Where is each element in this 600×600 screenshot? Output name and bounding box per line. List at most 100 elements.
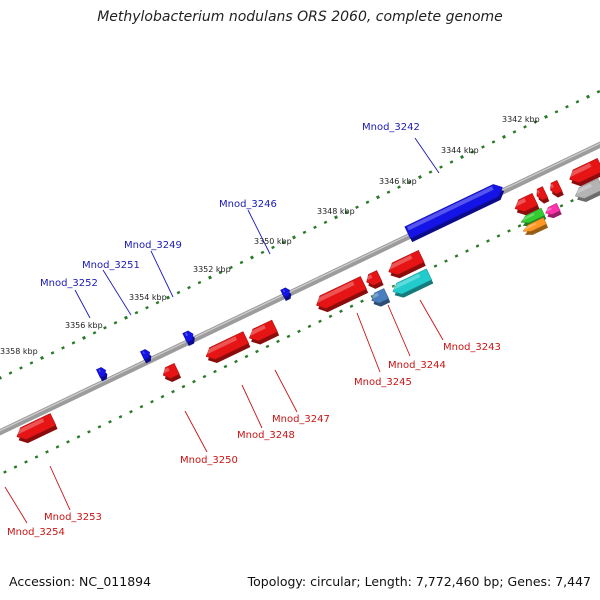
gene-green bbox=[520, 207, 547, 227]
scale-tick-label: 3354 kbp bbox=[129, 293, 167, 302]
upper-dot bbox=[218, 270, 223, 275]
gene-orange bbox=[522, 217, 549, 235]
lower-dot bbox=[570, 199, 574, 203]
lower-dot bbox=[181, 384, 186, 389]
gene-highlight bbox=[568, 163, 592, 177]
gene-highlight bbox=[521, 212, 535, 221]
upper-dot bbox=[449, 160, 454, 164]
gene-body bbox=[522, 217, 547, 232]
gene-highlight bbox=[407, 186, 494, 231]
forward-leader bbox=[150, 250, 174, 298]
gene-mnod-3248 bbox=[205, 331, 251, 363]
gene-body bbox=[388, 249, 425, 275]
reverse-leader bbox=[387, 304, 411, 357]
reverse-gene-label: Mnod_3244 bbox=[388, 360, 446, 371]
gene-red-3 bbox=[536, 186, 550, 204]
gene-highlight bbox=[546, 207, 552, 212]
upper-dot bbox=[397, 185, 401, 189]
upper-dot bbox=[355, 205, 359, 209]
lower-dot bbox=[286, 334, 291, 339]
gene-body bbox=[316, 276, 367, 309]
gene-mnod-3247 bbox=[248, 319, 280, 345]
gene-magenta bbox=[545, 202, 562, 219]
gene-body bbox=[520, 207, 545, 224]
upper-dot bbox=[19, 366, 23, 370]
forward-leader bbox=[414, 137, 440, 174]
gene-mnod-3249 bbox=[182, 330, 195, 347]
reverse-leader bbox=[356, 312, 381, 373]
upper-dot bbox=[417, 175, 423, 180]
gene-mnod-3244 bbox=[388, 249, 426, 279]
gene-body bbox=[140, 349, 150, 361]
gene-highlight bbox=[366, 274, 373, 280]
lower-dot bbox=[465, 249, 469, 253]
topology-summary: Topology: circular; Length: 7,772,460 bp… bbox=[247, 574, 591, 589]
lower-dot bbox=[391, 284, 396, 288]
upper-dot bbox=[176, 290, 181, 295]
gene-mnod-3245a bbox=[366, 270, 384, 289]
upper-dot bbox=[501, 134, 507, 139]
upper-dot bbox=[92, 331, 97, 335]
upper-dot bbox=[575, 100, 580, 104]
gene-body bbox=[16, 413, 57, 440]
lower-dot bbox=[139, 404, 144, 409]
lower-dot bbox=[45, 450, 49, 454]
upper-dot bbox=[197, 280, 202, 285]
lower-dot bbox=[507, 229, 511, 233]
forward-leader bbox=[102, 269, 132, 316]
lower-dot bbox=[454, 254, 459, 258]
scale-tick-label: 3344 kbp bbox=[441, 146, 479, 155]
gene-highlight bbox=[550, 183, 554, 189]
upper-dot bbox=[39, 355, 45, 360]
upper-dot bbox=[50, 351, 55, 355]
lower-dot bbox=[444, 259, 448, 263]
upper-dot bbox=[134, 310, 139, 315]
lower-dot bbox=[486, 239, 490, 243]
gene-body bbox=[536, 186, 549, 201]
gene-body bbox=[550, 180, 563, 195]
forward-gene-label: Mnod_3252 bbox=[40, 278, 98, 289]
upper-dot bbox=[428, 170, 433, 174]
lower-dot bbox=[213, 369, 217, 374]
gene-body bbox=[392, 268, 433, 295]
forward-gene-label: Mnod_3251 bbox=[82, 260, 140, 271]
upper-dot bbox=[155, 300, 160, 305]
gene-highlight bbox=[185, 332, 188, 337]
gene-blue-small bbox=[371, 288, 391, 307]
lower-dot bbox=[129, 410, 133, 414]
gene-highlight bbox=[392, 273, 421, 290]
reverse-gene-label: Mnod_3250 bbox=[180, 455, 238, 466]
lower-dot bbox=[3, 470, 7, 474]
reverse-leader bbox=[184, 410, 208, 453]
upper-dot bbox=[523, 125, 527, 129]
upper-dot bbox=[375, 195, 381, 200]
upper-dot bbox=[333, 215, 339, 220]
lower-dot bbox=[349, 304, 354, 308]
lower-dot bbox=[234, 359, 238, 364]
scale-tick-label: 3352 kbp bbox=[193, 265, 231, 274]
gene-body bbox=[96, 367, 106, 379]
upper-dot bbox=[165, 295, 171, 300]
figure-title: Methylobacterium nodulans ORS 2060, comp… bbox=[97, 9, 503, 25]
lower-dot bbox=[559, 204, 564, 208]
lower-dot bbox=[297, 329, 301, 334]
upper-dot bbox=[313, 225, 317, 230]
lower-dot bbox=[433, 264, 438, 268]
upper-dot bbox=[103, 326, 107, 330]
upper-dot bbox=[249, 255, 255, 260]
gene-body bbox=[404, 184, 503, 239]
gene-body bbox=[371, 288, 389, 304]
gene-labels: Mnod_3242 Mnod_3246 Mnod_3249 Mnod_3251 Mnod… bbox=[7, 122, 501, 538]
gene-mnod-3253 bbox=[16, 413, 58, 444]
upper-dot bbox=[229, 265, 233, 270]
gene-highlight bbox=[142, 351, 145, 355]
upper-scale-dots bbox=[0, 89, 600, 380]
upper-dot bbox=[596, 89, 600, 94]
lower-dot bbox=[223, 364, 228, 369]
upper-dot bbox=[512, 130, 517, 134]
lower-dot bbox=[475, 244, 480, 248]
upper-dot bbox=[145, 305, 149, 310]
lower-dot bbox=[97, 425, 102, 429]
lower-dot bbox=[160, 394, 165, 399]
